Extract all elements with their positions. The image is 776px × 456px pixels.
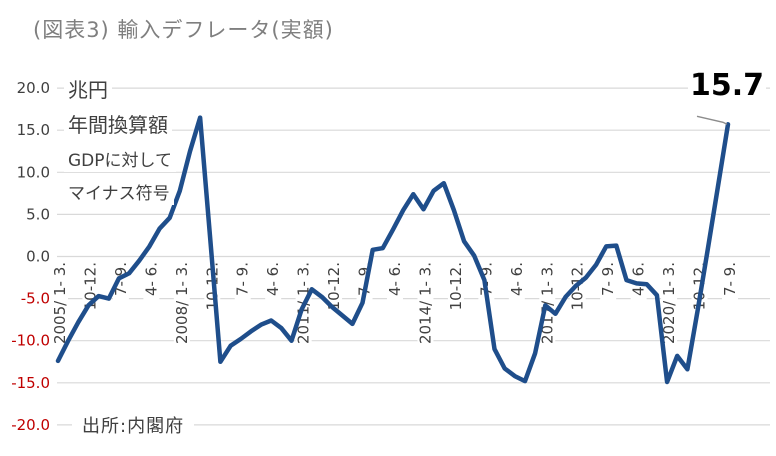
annotation-minus-sign: マイナス符号 <box>64 184 174 205</box>
data-line <box>55 115 731 385</box>
y-tick-label: 20.0 <box>17 79 50 97</box>
end-value-label: 15.7 <box>688 68 767 103</box>
x-tick-label: 4- 6. <box>630 262 648 296</box>
y-tick-label: -15.0 <box>11 374 50 392</box>
x-tick-label: 10-12. <box>325 262 343 310</box>
x-tick-label: 10-12. <box>447 262 465 310</box>
annotation-gdp: GDPに対して <box>64 151 177 172</box>
y-tick-label: -10.0 <box>11 332 50 350</box>
x-tick-label: 2005/ 1- 3. <box>51 262 69 344</box>
chart-title: (図表3) 輸入デフレータ(実額) <box>33 18 334 42</box>
end-label-leader-line <box>696 115 728 125</box>
gridlines <box>57 87 770 426</box>
y-tick-label: 5.0 <box>26 205 50 223</box>
x-tick-label: 7- 9. <box>721 262 739 296</box>
y-tick-label: 0.0 <box>26 248 50 266</box>
annotation-unit: 兆円 <box>64 79 112 102</box>
x-tick-label: 4- 6. <box>508 262 526 296</box>
x-tick-label: 7- 9. <box>234 262 252 296</box>
y-tick-label: 10.0 <box>17 163 50 181</box>
x-tick-label: 4- 6. <box>142 262 160 296</box>
x-axis-labels: 2005/ 1- 3. 10-12. 7- 9. 4- 6. 2008/ 1- 3. 10… <box>51 261 739 350</box>
x-tick-label: 2020/ 1- 3. <box>660 262 678 344</box>
x-tick-label: 4- 6. <box>264 262 282 296</box>
y-tick-label: 15.0 <box>17 121 50 139</box>
y-tick-label: -5.0 <box>21 290 50 308</box>
y-tick-label: -20.0 <box>11 416 50 434</box>
annotation-annualized: 年間換算額 <box>64 114 172 137</box>
x-tick-label: 4- 6. <box>386 262 404 296</box>
x-tick-label: 2008/ 1- 3. <box>173 262 191 344</box>
y-axis-labels: 20.0 15.0 10.0 5.0 0.0 -5.0 -10.0 -15.0 -20.0 <box>11 79 50 434</box>
x-tick-label: 2014/ 1- 3. <box>416 262 434 344</box>
x-tick-label: 7- 9. <box>599 262 617 296</box>
source-note: 出所:内閣府 <box>72 410 195 440</box>
